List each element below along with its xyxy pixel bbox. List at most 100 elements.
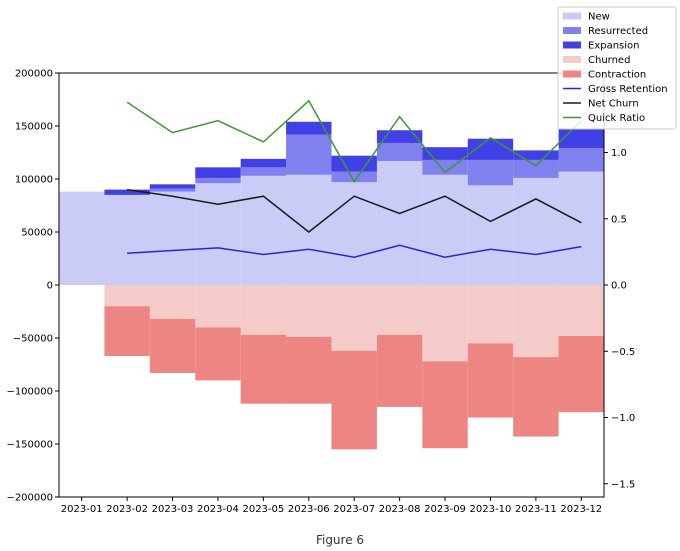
bar-churned-2023-07 xyxy=(331,285,377,351)
y-tick-label: 50000 xyxy=(21,228,53,239)
bar-new-2023-09 xyxy=(422,174,468,285)
bar-new-2023-05 xyxy=(240,175,287,285)
y-axis-right: 1.0 0.5 0.0 −0.5 −1.0 −1.5 xyxy=(604,148,635,490)
bar-expansion-2023-07 xyxy=(331,155,377,172)
bar-churned-2023-11 xyxy=(513,285,559,358)
bar-new-2023-04 xyxy=(195,183,241,285)
bar-churned-2023-09 xyxy=(422,285,468,362)
bar-contraction-2023-05 xyxy=(240,334,287,404)
bar-resurrected-2023-05 xyxy=(240,167,287,176)
y-tick-label: −200000 xyxy=(6,493,53,504)
bar-new-2023-03 xyxy=(149,191,196,285)
bar-new-2023-08 xyxy=(376,160,423,285)
x-tick-label: 2023-02 xyxy=(106,504,148,515)
bar-expansion-2023-12 xyxy=(558,129,604,149)
legend-label-resurrected: Resurrected xyxy=(588,26,648,37)
y-tick-label: 100000 xyxy=(15,175,53,186)
bar-resurrected-2023-06 xyxy=(286,134,332,175)
legend-swatch-new xyxy=(563,12,581,20)
legend-swatch-churned xyxy=(563,56,581,63)
bar-contraction-2023-11 xyxy=(513,357,559,437)
line-quick-ratio xyxy=(126,99,582,184)
bar-expansion-2023-06 xyxy=(286,121,332,135)
legend-label-new: New xyxy=(588,12,610,23)
y-tick-label: −100000 xyxy=(6,387,53,398)
bar-resurrected-2023-08 xyxy=(376,142,423,161)
legend: New Resurrected Expansion Churned Contractio… xyxy=(557,6,677,130)
x-axis: 2023-01 2023-02 2023-03 2023-04 2023-05 2023-… xyxy=(61,497,602,515)
bar-churned-2023-10 xyxy=(467,285,514,344)
bar-contraction-2023-12 xyxy=(558,335,604,413)
bar-layer xyxy=(59,121,604,450)
bar-contraction-2023-09 xyxy=(422,361,468,449)
bar-contraction-2023-03 xyxy=(149,318,196,373)
bar-contraction-2023-04 xyxy=(195,327,241,381)
bar-contraction-2023-08 xyxy=(376,334,423,407)
y2-tick-label: 0.5 xyxy=(611,214,627,225)
y-tick-label: 0 xyxy=(47,281,53,292)
legend-label-expansion: Expansion xyxy=(588,41,640,52)
legend-label-gross-retention: Gross Retention xyxy=(588,84,668,95)
bar-resurrected-2023-03 xyxy=(149,188,196,192)
bar-new-2023-06 xyxy=(286,174,332,285)
bar-churned-2023-06 xyxy=(286,285,332,337)
bar-churned-2023-05 xyxy=(240,285,287,335)
x-tick-label: 2023-08 xyxy=(379,504,421,515)
bar-resurrected-2023-11 xyxy=(513,159,559,178)
bar-contraction-2023-07 xyxy=(331,350,377,450)
bar-resurrected-2023-10 xyxy=(467,159,514,186)
bar-expansion-2023-04 xyxy=(195,167,241,178)
legend-swatch-contraction xyxy=(563,70,581,78)
legend-label-quick-ratio: Quick Ratio xyxy=(588,113,645,124)
legend-box xyxy=(557,6,677,130)
bar-new-2023-11 xyxy=(513,177,559,285)
line-gross-retention xyxy=(127,244,582,258)
y-tick-label: −150000 xyxy=(6,440,53,451)
bar-expansion-2023-02 xyxy=(104,189,150,195)
x-tick-label: 2023-09 xyxy=(424,504,466,515)
bar-resurrected-2023-07 xyxy=(331,171,377,183)
bar-expansion-2023-05 xyxy=(240,158,287,168)
y-tick-label: 200000 xyxy=(15,69,53,80)
line-net-churn xyxy=(126,188,582,233)
figure-caption: Figure 6 xyxy=(315,533,365,547)
bar-new-2023-12 xyxy=(558,171,604,285)
y2-tick-label: 0.0 xyxy=(611,281,627,292)
bar-churned-2023-03 xyxy=(149,285,196,319)
x-tick-label: 2023-03 xyxy=(152,504,194,515)
bar-contraction-2023-10 xyxy=(467,343,514,418)
line-layer xyxy=(126,99,582,258)
bar-new-2023-02 xyxy=(104,194,150,285)
bar-churned-2023-04 xyxy=(195,285,241,328)
bar-resurrected-2023-04 xyxy=(195,177,241,184)
y-tick-label: −50000 xyxy=(13,334,53,345)
bar-expansion-2023-11 xyxy=(513,150,559,160)
x-tick-label: 2023-04 xyxy=(197,504,239,515)
bar-new-2023-01 xyxy=(59,191,105,285)
x-tick-label: 2023-12 xyxy=(560,504,602,515)
bar-new-2023-07 xyxy=(331,182,377,285)
legend-swatch-expansion xyxy=(563,41,581,49)
legend-label-churned: Churned xyxy=(588,55,630,66)
bar-contraction-2023-06 xyxy=(286,336,332,404)
x-tick-label: 2023-01 xyxy=(61,504,103,515)
x-tick-label: 2023-10 xyxy=(470,504,512,515)
x-tick-label: 2023-07 xyxy=(333,504,375,515)
bar-resurrected-2023-12 xyxy=(558,148,604,172)
bar-expansion-2023-03 xyxy=(149,184,196,189)
x-tick-label: 2023-05 xyxy=(242,504,284,515)
bar-new-2023-10 xyxy=(467,185,514,285)
bar-contraction-2023-02 xyxy=(104,306,150,357)
x-tick-label: 2023-11 xyxy=(515,504,557,515)
bar-churned-2023-12 xyxy=(558,285,604,336)
y-tick-label: 150000 xyxy=(15,122,53,133)
legend-label-net-churn: Net Churn xyxy=(588,99,639,110)
y-axis-left: 200000 150000 100000 50000 0 −50000 −100000 −15… xyxy=(6,69,59,504)
bar-churned-2023-08 xyxy=(376,285,423,335)
y2-tick-label: 1.0 xyxy=(611,148,627,159)
x-tick-label: 2023-06 xyxy=(288,504,330,515)
legend-label-contraction: Contraction xyxy=(588,70,646,81)
legend-swatch-resurrected xyxy=(563,27,581,34)
y2-tick-label: −1.0 xyxy=(611,413,635,424)
